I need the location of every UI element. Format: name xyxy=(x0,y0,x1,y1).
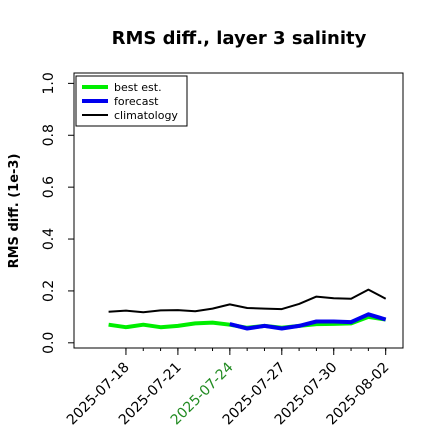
legend-label: best est. xyxy=(114,81,162,94)
series-layer xyxy=(108,288,387,331)
y-tick-label: 0.6 xyxy=(41,176,57,198)
y-tick-label: 1.0 xyxy=(41,72,57,94)
y-axis-label: RMS diff. (1e-3) xyxy=(7,154,22,269)
series-line-forecast xyxy=(229,312,387,331)
x-axis: 2025-07-182025-07-212025-07-242025-07-27… xyxy=(64,348,393,428)
y-axis: 0.0 0.2 0.4 0.6 0.8 1.0 xyxy=(41,72,74,354)
y-tick-label: 0.8 xyxy=(41,124,57,146)
y-tick-label: 0.0 xyxy=(41,332,57,354)
y-tick-label: 0.4 xyxy=(41,228,57,250)
y-tick-label: 0.2 xyxy=(41,280,57,302)
plot-area-frame xyxy=(73,72,404,349)
chart-title: RMS diff., layer 3 salinity xyxy=(112,28,367,49)
legend-label: climatology xyxy=(114,109,178,122)
legend-label: forecast xyxy=(114,95,159,108)
series-line-climatology xyxy=(108,288,387,314)
